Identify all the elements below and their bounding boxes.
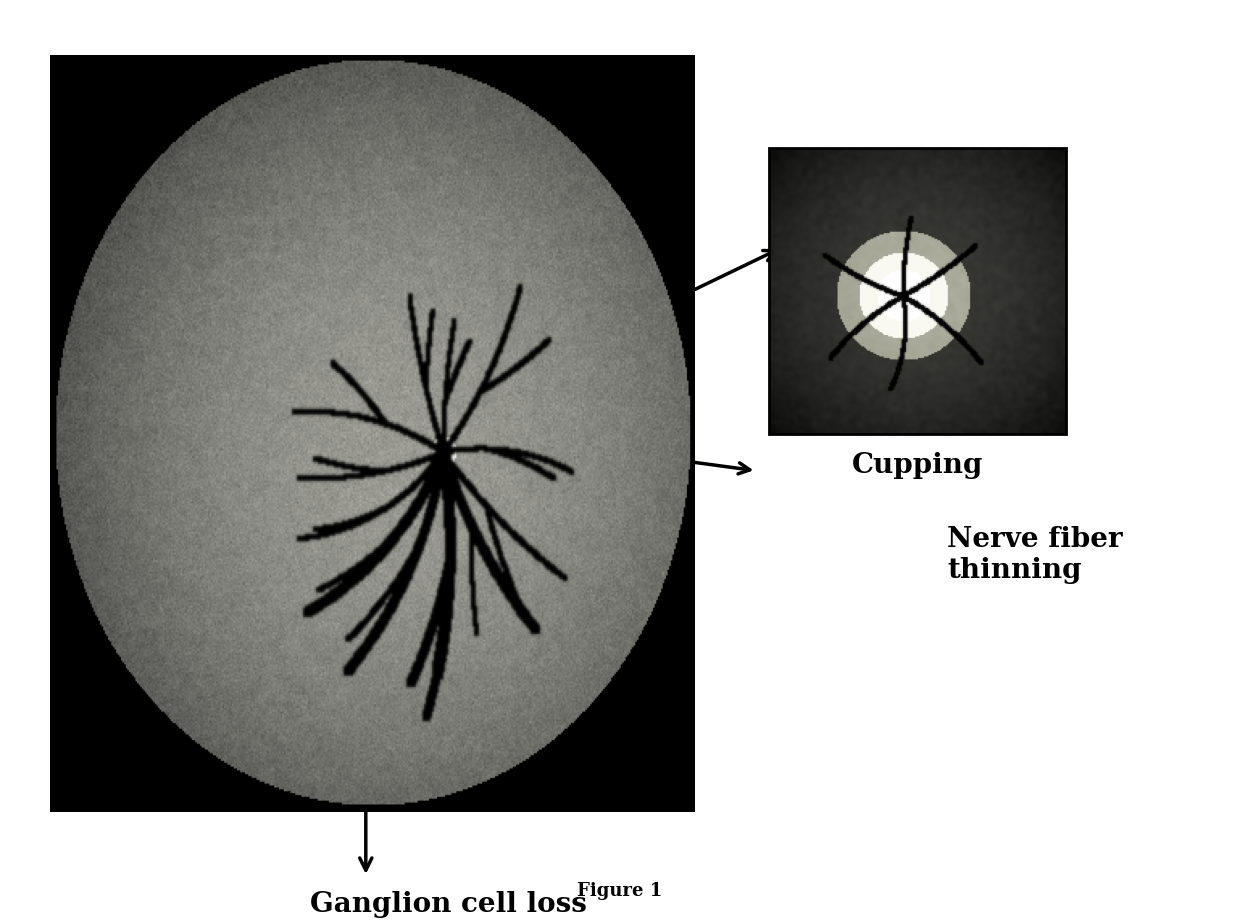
Text: Ganglion cell loss: Ganglion cell loss: [310, 891, 587, 917]
Text: Cupping: Cupping: [852, 452, 983, 479]
Bar: [50, 55, 694, 812]
Text: Nerve fiber
thinning: Nerve fiber thinning: [947, 526, 1123, 584]
Text: Figure 1: Figure 1: [578, 881, 662, 900]
